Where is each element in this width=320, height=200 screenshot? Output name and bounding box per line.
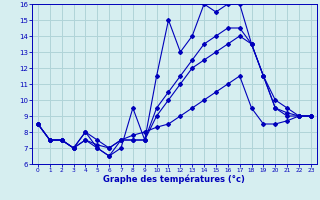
X-axis label: Graphe des températures (°c): Graphe des températures (°c) bbox=[103, 175, 245, 184]
